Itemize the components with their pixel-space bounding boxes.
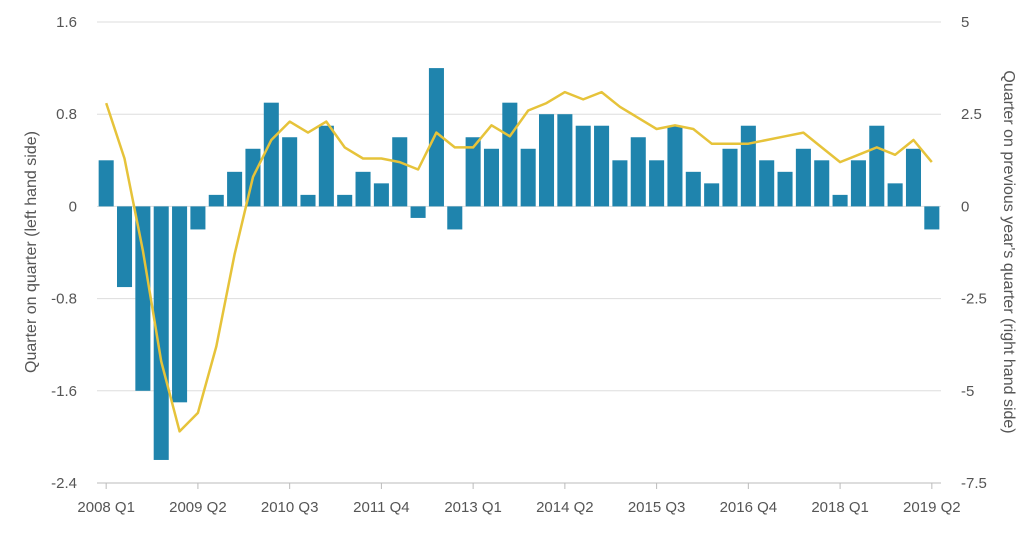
x-tick-label: 2015 Q3 xyxy=(628,499,686,516)
y-right-tick-label: 0 xyxy=(961,198,969,215)
bar xyxy=(667,125,683,207)
y-axis-left-label: Quarter on quarter (left hand side) xyxy=(23,131,40,373)
bar xyxy=(153,206,169,460)
bar xyxy=(612,160,628,207)
bar xyxy=(869,125,885,207)
y-left-tick-label: 1.6 xyxy=(56,14,77,31)
bar xyxy=(630,137,646,207)
bar xyxy=(924,206,940,230)
bar xyxy=(410,206,426,218)
bar xyxy=(814,160,830,207)
y-right-tick-label: -2.5 xyxy=(961,291,987,308)
y-left-tick-label: -1.6 xyxy=(51,383,77,400)
x-tick-label: 2011 Q4 xyxy=(353,499,409,516)
bar xyxy=(208,194,224,207)
gridlines xyxy=(97,21,941,484)
bar-series xyxy=(98,68,940,460)
bar xyxy=(392,137,408,207)
yoy-line xyxy=(105,90,933,433)
bar xyxy=(557,114,573,207)
bar xyxy=(282,137,298,207)
y-axis-right-label: Quarter on previous year's quarter (righ… xyxy=(1000,70,1017,433)
x-tick-label: 2014 Q2 xyxy=(536,499,594,516)
line-series xyxy=(105,90,933,433)
bar xyxy=(575,125,591,207)
x-tick-label: 2019 Q2 xyxy=(903,499,961,516)
bar xyxy=(538,114,555,207)
x-axis: 2008 Q1 2009 Q2 2010 Q3 2011 Q4 2013 Q1 2014 … xyxy=(77,482,961,516)
bar xyxy=(740,125,756,207)
x-tick-label: 2016 Q4 xyxy=(720,499,778,516)
bar xyxy=(355,171,371,207)
bar xyxy=(98,160,114,207)
bar xyxy=(649,160,665,207)
y-right-tick-label: 5 xyxy=(961,14,969,31)
y-right-tick-label: 2.5 xyxy=(961,106,982,123)
bar xyxy=(300,194,316,207)
bar xyxy=(447,206,463,230)
bar xyxy=(520,148,536,207)
bar xyxy=(190,206,206,230)
bar xyxy=(483,148,500,207)
bar xyxy=(337,194,353,207)
y-left-tick-label: 0 xyxy=(69,198,77,215)
bar xyxy=(704,183,720,207)
bar xyxy=(227,171,243,207)
bar xyxy=(850,160,866,207)
bar xyxy=(318,125,334,207)
bar xyxy=(502,102,518,207)
bar xyxy=(795,148,811,207)
y-right-tick-label: -5 xyxy=(961,383,974,400)
x-tick-label: 2009 Q2 xyxy=(169,499,227,516)
bar xyxy=(594,125,610,207)
y-left-tick-label: -2.4 xyxy=(51,475,77,492)
bar xyxy=(263,102,279,207)
bar xyxy=(135,206,151,391)
bar xyxy=(887,183,903,207)
x-tick-label: 2013 Q1 xyxy=(444,499,502,516)
x-tick-label: 2010 Q3 xyxy=(261,499,319,516)
bar xyxy=(905,148,922,207)
bar xyxy=(373,183,389,207)
y-left-tick-label: 0.8 xyxy=(56,106,77,123)
y-axis-left: 1.6 0.8 0 -0.8 -1.6 -2.4 xyxy=(51,14,77,492)
bar xyxy=(685,171,701,207)
bar xyxy=(465,137,481,207)
bar xyxy=(172,206,188,403)
bar xyxy=(832,194,848,207)
x-tick-label: 2008 Q1 xyxy=(77,499,135,516)
bar xyxy=(759,160,775,207)
y-left-tick-label: -0.8 xyxy=(51,291,77,308)
bar xyxy=(777,171,793,207)
bar xyxy=(428,68,444,207)
bar xyxy=(116,206,133,288)
y-right-tick-label: -7.5 xyxy=(961,475,987,492)
bar xyxy=(722,148,738,207)
y-axis-right: 5 2.5 0 -2.5 -5 -7.5 xyxy=(961,14,987,492)
x-tick-label: 2018 Q1 xyxy=(811,499,869,516)
